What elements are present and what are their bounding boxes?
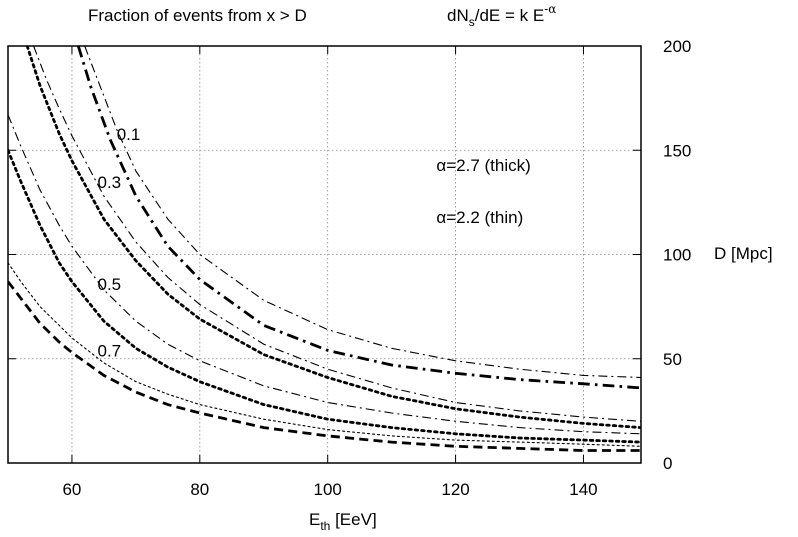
x-axis-label: Eth [EeV] bbox=[309, 510, 377, 533]
annotation-label: 0.5 bbox=[98, 275, 122, 294]
y-axis-label: D [Mpc] bbox=[714, 244, 773, 263]
annotation-label: α=2.2 (thin) bbox=[436, 208, 523, 227]
series-line-f01-a27 bbox=[76, 46, 641, 390]
annotation-label: α=2.7 (thick) bbox=[436, 156, 530, 175]
x-axis-label-unit: [EeV] bbox=[330, 510, 377, 529]
x-tick-label: 60 bbox=[62, 480, 81, 499]
formula-sub: s bbox=[468, 15, 475, 29]
series-line-f05-a27 bbox=[8, 148, 641, 444]
formula-middle: /dE = k E bbox=[474, 6, 545, 25]
y-tick-label: 0 bbox=[663, 454, 672, 473]
y-tick-label: 150 bbox=[663, 141, 691, 160]
x-axis-label-main: E bbox=[309, 510, 321, 529]
annotation-label: 0.3 bbox=[98, 173, 122, 192]
y-tick-label: 200 bbox=[663, 37, 691, 56]
y-tick-label: 100 bbox=[663, 246, 691, 265]
series-line-f07-a22 bbox=[8, 262, 641, 447]
chart-title: Fraction of events from x > D bbox=[88, 6, 307, 25]
x-tick-label: 120 bbox=[441, 480, 469, 499]
x-tick-label: 100 bbox=[314, 480, 342, 499]
series-line-f01-a22 bbox=[84, 46, 641, 379]
series-line-f03-a27 bbox=[25, 46, 641, 429]
annotation-label: 0.1 bbox=[117, 125, 141, 144]
x-axis-label-sub: th bbox=[320, 519, 331, 533]
series-line-f07-a27 bbox=[8, 280, 641, 452]
y-tick-label: 50 bbox=[663, 350, 682, 369]
formula-base: dN bbox=[447, 6, 469, 25]
formula-sup: -α bbox=[544, 2, 557, 16]
chart-formula: dNs/dE = k E-α bbox=[447, 2, 556, 29]
x-tick-label: 80 bbox=[190, 480, 209, 499]
series-line-f03-a22 bbox=[33, 46, 641, 422]
series-line-f05-a22 bbox=[8, 114, 641, 435]
x-tick-label: 140 bbox=[569, 480, 597, 499]
annotation-label: 0.7 bbox=[98, 342, 122, 361]
